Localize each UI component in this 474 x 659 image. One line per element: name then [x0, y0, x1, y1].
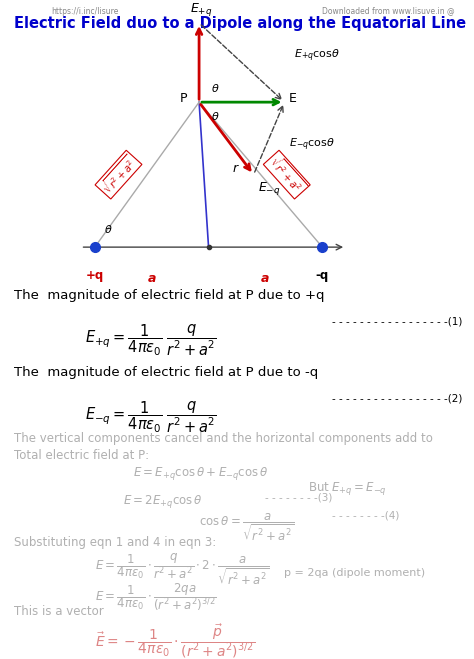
Text: Downloaded from www.lisuve.in @: Downloaded from www.lisuve.in @	[322, 7, 455, 16]
Text: - - - - - - - -(3): - - - - - - - -(3)	[265, 493, 333, 503]
Text: +q: +q	[86, 269, 104, 282]
Text: $E = E_{+q}\cos\theta + E_{-q}\cos\theta$: $E = E_{+q}\cos\theta + E_{-q}\cos\theta…	[133, 465, 268, 482]
Text: $\sqrt{r^2+a^2}$: $\sqrt{r^2+a^2}$	[265, 152, 308, 197]
Text: - - - - - - - -(4): - - - - - - - -(4)	[332, 511, 399, 521]
Text: $\theta$: $\theta$	[104, 223, 113, 235]
Text: -q: -q	[316, 269, 329, 282]
Text: - - - - - - - - - - - - - - - - -(2): - - - - - - - - - - - - - - - - -(2)	[332, 393, 462, 403]
Text: $E_{-q} = \dfrac{1}{4\pi\varepsilon_0}\;\dfrac{q}{r^2+a^2}$: $E_{-q} = \dfrac{1}{4\pi\varepsilon_0}\;…	[85, 400, 217, 436]
Text: The  magnitude of electric field at P due to +q: The magnitude of electric field at P due…	[14, 289, 325, 302]
Text: $E = \dfrac{1}{4\pi\varepsilon_0}\cdot\dfrac{q}{r^2+a^2}\cdot 2\cdot\dfrac{a}{\s: $E = \dfrac{1}{4\pi\varepsilon_0}\cdot\d…	[95, 552, 269, 587]
Text: https://i.inc/lisure: https://i.inc/lisure	[52, 7, 119, 16]
Text: P: P	[180, 92, 187, 105]
Text: $\vec{E} = -\dfrac{1}{4\pi\varepsilon_0}\cdot\dfrac{\vec{p}}{(r^2+a^2)^{3/2}}$: $\vec{E} = -\dfrac{1}{4\pi\varepsilon_0}…	[95, 623, 255, 659]
Text: $E_{-q}$cos$\theta$: $E_{-q}$cos$\theta$	[289, 137, 335, 153]
Text: $\cos\theta = \dfrac{a}{\sqrt{r^2+a^2}}$: $\cos\theta = \dfrac{a}{\sqrt{r^2+a^2}}$	[199, 511, 294, 542]
Text: Total electric field at P:: Total electric field at P:	[14, 449, 149, 463]
Text: $E_{-q}$: $E_{-q}$	[258, 180, 281, 197]
Text: $E_{+q}$: $E_{+q}$	[190, 1, 213, 18]
Text: $E = \dfrac{1}{4\pi\varepsilon_0}\cdot\dfrac{2qa}{(r^2+a^2)^{3/2}}$: $E = \dfrac{1}{4\pi\varepsilon_0}\cdot\d…	[95, 581, 217, 613]
Text: p = 2qa (dipole moment): p = 2qa (dipole moment)	[284, 568, 426, 578]
Text: E: E	[289, 92, 297, 105]
Text: $\mathrm{But}\;E_{+q} = E_{-q}$: $\mathrm{But}\;E_{+q} = E_{-q}$	[308, 480, 387, 497]
Text: $\theta$: $\theta$	[211, 110, 219, 122]
Text: The  magnitude of electric field at P due to -q: The magnitude of electric field at P due…	[14, 366, 319, 379]
Text: The vertical components cancel and the horizontal components add to: The vertical components cancel and the h…	[14, 432, 433, 445]
Text: r: r	[232, 161, 237, 175]
Text: This is a vector: This is a vector	[14, 605, 104, 618]
Text: Substituting eqn 1 and 4 in eqn 3:: Substituting eqn 1 and 4 in eqn 3:	[14, 536, 217, 550]
Text: Electric Field duo to a Dipole along the Equatorial Line: Electric Field duo to a Dipole along the…	[14, 16, 466, 32]
Text: a: a	[261, 272, 270, 285]
Text: $E_{+q} = \dfrac{1}{4\pi\varepsilon_0}\;\dfrac{q}{r^2+a^2}$: $E_{+q} = \dfrac{1}{4\pi\varepsilon_0}\;…	[85, 323, 217, 358]
Text: $\sqrt{r^2+a^2}$: $\sqrt{r^2+a^2}$	[97, 152, 140, 197]
Text: $E = 2E_{+q}\cos\theta$: $E = 2E_{+q}\cos\theta$	[123, 493, 203, 510]
Text: - - - - - - - - - - - - - - - - -(1): - - - - - - - - - - - - - - - - -(1)	[332, 316, 462, 326]
Text: a: a	[147, 272, 156, 285]
Text: $\theta$: $\theta$	[211, 82, 219, 94]
Text: $E_{+q}$cos$\theta$: $E_{+q}$cos$\theta$	[294, 48, 340, 64]
